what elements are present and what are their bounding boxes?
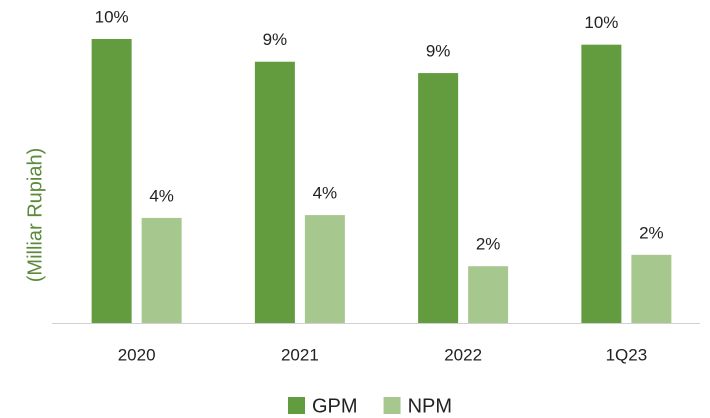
bar xyxy=(581,44,622,324)
bar xyxy=(91,39,132,323)
bar xyxy=(418,73,459,323)
data-label: 2% xyxy=(476,235,501,254)
bar xyxy=(468,266,509,323)
legend-label: NPM xyxy=(408,395,452,417)
x-tick-label: 1Q23 xyxy=(606,345,648,364)
data-label: 9% xyxy=(426,42,451,61)
y-axis-label: (Milliar Rupiah) xyxy=(24,148,46,282)
data-label: 9% xyxy=(263,30,288,49)
x-tick-label: 2022 xyxy=(444,345,482,364)
bar xyxy=(631,254,672,323)
bar xyxy=(254,61,295,323)
data-label: 4% xyxy=(313,184,338,203)
legend-label: GPM xyxy=(312,395,358,417)
bar xyxy=(304,215,345,323)
data-label: 2% xyxy=(639,223,664,242)
data-label: 10% xyxy=(95,7,129,26)
data-label: 10% xyxy=(584,13,618,32)
x-tick-label: 2020 xyxy=(118,345,156,364)
legend-swatch xyxy=(383,397,401,414)
bar xyxy=(141,217,182,323)
data-label: 4% xyxy=(149,186,174,205)
legend-swatch xyxy=(288,397,305,414)
x-tick-label: 2021 xyxy=(281,345,319,364)
